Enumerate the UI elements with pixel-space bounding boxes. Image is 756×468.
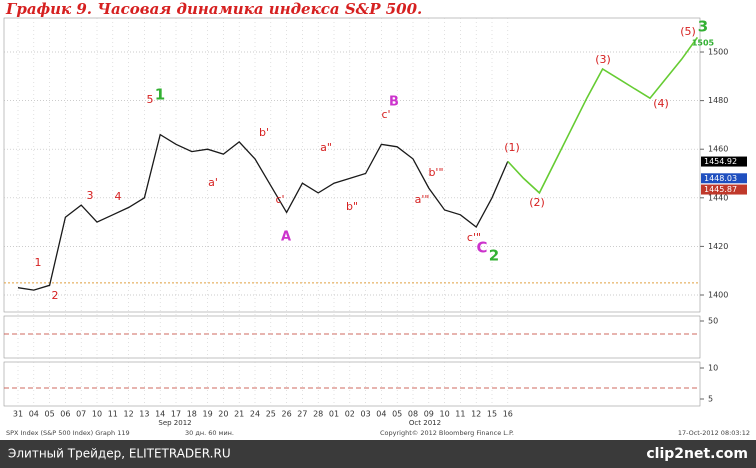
wave-label: 3 bbox=[698, 18, 708, 36]
indicator-panel bbox=[3, 315, 701, 359]
x-tick-label: 06 bbox=[60, 410, 70, 419]
x-tick-label: 26 bbox=[282, 410, 292, 419]
wave-label: 1505 bbox=[692, 39, 715, 48]
wave-label: 1 bbox=[35, 256, 42, 269]
wave-label: b'" bbox=[428, 166, 443, 179]
x-tick-label: 09 bbox=[424, 410, 434, 419]
wave-label: a' bbox=[208, 176, 218, 189]
x-tick-label: 21 bbox=[234, 410, 244, 419]
y-tick-label: 50 bbox=[708, 317, 718, 326]
x-tick-label: 02 bbox=[345, 410, 355, 419]
wave-label: B bbox=[389, 95, 399, 110]
wave-label: b' bbox=[259, 126, 269, 139]
wave-label: 3 bbox=[87, 189, 94, 202]
x-tick-label: 18 bbox=[187, 410, 197, 419]
y-tick-label: 1400 bbox=[708, 290, 728, 299]
price-label-box bbox=[701, 173, 747, 184]
y-tick-label: 1500 bbox=[708, 48, 728, 57]
x-tick-label: 01 bbox=[329, 410, 339, 419]
wave-label: 4 bbox=[115, 190, 122, 203]
footer-text: 30 дн. 60 мин. bbox=[185, 429, 234, 437]
x-tick-label: 05 bbox=[45, 410, 55, 419]
x-tick-label: 24 bbox=[250, 410, 260, 419]
wave-label: 1 bbox=[155, 86, 165, 104]
x-tick-label: 05 bbox=[392, 410, 402, 419]
wave-label: (2) bbox=[529, 196, 545, 209]
wave-label: b" bbox=[346, 200, 358, 213]
wave-label: 5 bbox=[147, 93, 154, 106]
y-tick-label: 5 bbox=[708, 395, 713, 404]
y-tick-label: 1480 bbox=[708, 96, 728, 105]
wave-label: C bbox=[476, 239, 487, 257]
x-tick-label: 16 bbox=[503, 410, 513, 419]
x-tick-label: 20 bbox=[218, 410, 228, 419]
wave-label: 2 bbox=[489, 247, 499, 265]
wave-label: c'" bbox=[467, 231, 481, 244]
wave-label: 2 bbox=[52, 289, 59, 302]
price-label: 1454.92 bbox=[704, 157, 737, 166]
x-tick-label: 27 bbox=[297, 410, 307, 419]
chart-background bbox=[0, 0, 756, 440]
y-tick-label: 1440 bbox=[708, 193, 728, 202]
x-tick-label: 19 bbox=[203, 410, 213, 419]
footer-text: SPX Index (S&P 500 Index) Graph 119 bbox=[6, 429, 130, 437]
x-tick-label: 25 bbox=[266, 410, 276, 419]
wave-label: c' bbox=[275, 193, 284, 206]
watermark-left: Элитный Трейдер, ELITETRADER.RU bbox=[8, 447, 231, 461]
wave-label: (1) bbox=[504, 141, 520, 154]
wave-label: a'" bbox=[415, 193, 430, 206]
x-tick-label: 17 bbox=[171, 410, 181, 419]
indicator-panel bbox=[3, 361, 701, 407]
wave-label: (5) bbox=[680, 25, 696, 38]
month-label: Sep 2012 bbox=[158, 419, 191, 427]
x-tick-label: 08 bbox=[408, 410, 418, 419]
wave-label: A bbox=[281, 230, 291, 245]
x-tick-label: 28 bbox=[313, 410, 323, 419]
x-tick-label: 12 bbox=[471, 410, 481, 419]
chart-title: График 9. Часовая динамика индекса S&P 5… bbox=[5, 0, 422, 18]
y-tick-label: 1420 bbox=[708, 242, 728, 251]
y-tick-label: 10 bbox=[708, 364, 718, 373]
x-tick-label: 04 bbox=[29, 410, 39, 419]
month-label: Oct 2012 bbox=[409, 419, 441, 427]
y-tick-label: 1460 bbox=[708, 145, 728, 154]
main-panel bbox=[3, 17, 701, 313]
series-line bbox=[507, 36, 699, 195]
x-tick-label: 03 bbox=[361, 410, 371, 419]
wave-label: c' bbox=[381, 108, 390, 121]
price-label: 1445.87 bbox=[704, 185, 737, 194]
price-label-box bbox=[701, 184, 747, 195]
x-tick-label: 13 bbox=[139, 410, 149, 419]
wave-label: (3) bbox=[595, 53, 611, 66]
wave-label: (4) bbox=[653, 97, 669, 110]
x-tick-label: 12 bbox=[124, 410, 134, 419]
x-tick-label: 10 bbox=[440, 410, 450, 419]
price-label-box bbox=[701, 156, 747, 167]
footer-bar bbox=[0, 440, 756, 468]
footer-text: 17-Oct-2012 08:03:12 bbox=[678, 429, 750, 437]
wave-label: a" bbox=[320, 141, 332, 154]
series-line bbox=[17, 133, 509, 291]
x-tick-label: 07 bbox=[76, 410, 86, 419]
x-tick-label: 11 bbox=[455, 410, 465, 419]
price-label: 1448.03 bbox=[704, 174, 737, 183]
x-tick-label: 15 bbox=[487, 410, 497, 419]
x-tick-label: 31 bbox=[13, 410, 23, 419]
x-tick-label: 10 bbox=[92, 410, 102, 419]
x-tick-label: 14 bbox=[155, 410, 165, 419]
x-tick-label: 11 bbox=[108, 410, 118, 419]
footer-text: Copyright© 2012 Bloomberg Finance L.P. bbox=[380, 429, 514, 437]
watermark-right: clip2net.com bbox=[646, 446, 748, 462]
x-tick-label: 04 bbox=[376, 410, 386, 419]
